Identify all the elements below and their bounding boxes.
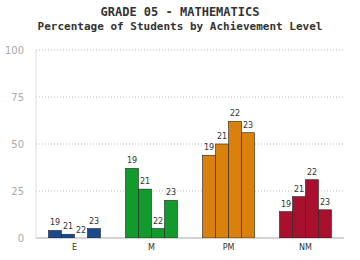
bar — [319, 210, 332, 238]
bars — [49, 121, 332, 238]
series-label: 23 — [89, 217, 99, 226]
x-tick-label: NM — [299, 243, 312, 252]
series-label: 22 — [153, 217, 163, 226]
series-label: 22 — [307, 168, 317, 177]
y-tick-label: 0 — [18, 233, 24, 244]
bar — [216, 144, 229, 238]
bar — [49, 230, 62, 238]
bar — [75, 238, 88, 239]
series-label: 21 — [217, 132, 227, 141]
chart-container: GRADE 05 - MATHEMATICSPercentage of Stud… — [0, 0, 360, 260]
series-label: 23 — [243, 121, 253, 130]
x-tick-label: PM — [223, 243, 235, 252]
bar — [306, 180, 319, 238]
bar — [280, 212, 293, 238]
series-label: 19 — [281, 200, 291, 209]
y-tick-label: 25 — [11, 186, 24, 197]
bar — [139, 189, 152, 238]
chart-svg: GRADE 05 - MATHEMATICSPercentage of Stud… — [0, 0, 360, 260]
series-label: 19 — [50, 218, 60, 227]
y-axis-line — [36, 50, 37, 238]
y-tick-label: 100 — [5, 45, 24, 56]
grid-line — [36, 50, 344, 51]
y-tick-label: 50 — [11, 139, 24, 150]
bar — [152, 229, 165, 238]
y-tick-label: 75 — [11, 92, 24, 103]
title: GRADE 05 - MATHEMATICS — [101, 5, 260, 19]
series-label: 21 — [140, 177, 150, 186]
grid-line — [36, 144, 344, 145]
bar — [242, 133, 255, 238]
bar — [62, 234, 75, 238]
bar — [126, 168, 139, 238]
bar — [165, 200, 178, 238]
series-label: 21 — [294, 185, 304, 194]
series-label: 22 — [76, 226, 86, 235]
series-label: 22 — [230, 109, 240, 118]
bar — [229, 121, 242, 238]
series-label: 19 — [204, 143, 214, 152]
subtitle: Percentage of Students by Achievement Le… — [38, 20, 323, 33]
background — [0, 0, 360, 260]
x-tick-label: M — [148, 243, 155, 252]
series-label: 23 — [166, 188, 176, 197]
series-label: 19 — [127, 156, 137, 165]
bar — [293, 197, 306, 238]
x-tick-label: E — [72, 243, 77, 252]
series-label: 23 — [320, 198, 330, 207]
bar — [88, 229, 101, 238]
series-label: 21 — [63, 222, 73, 231]
bar — [203, 155, 216, 238]
grid-line — [36, 97, 344, 98]
